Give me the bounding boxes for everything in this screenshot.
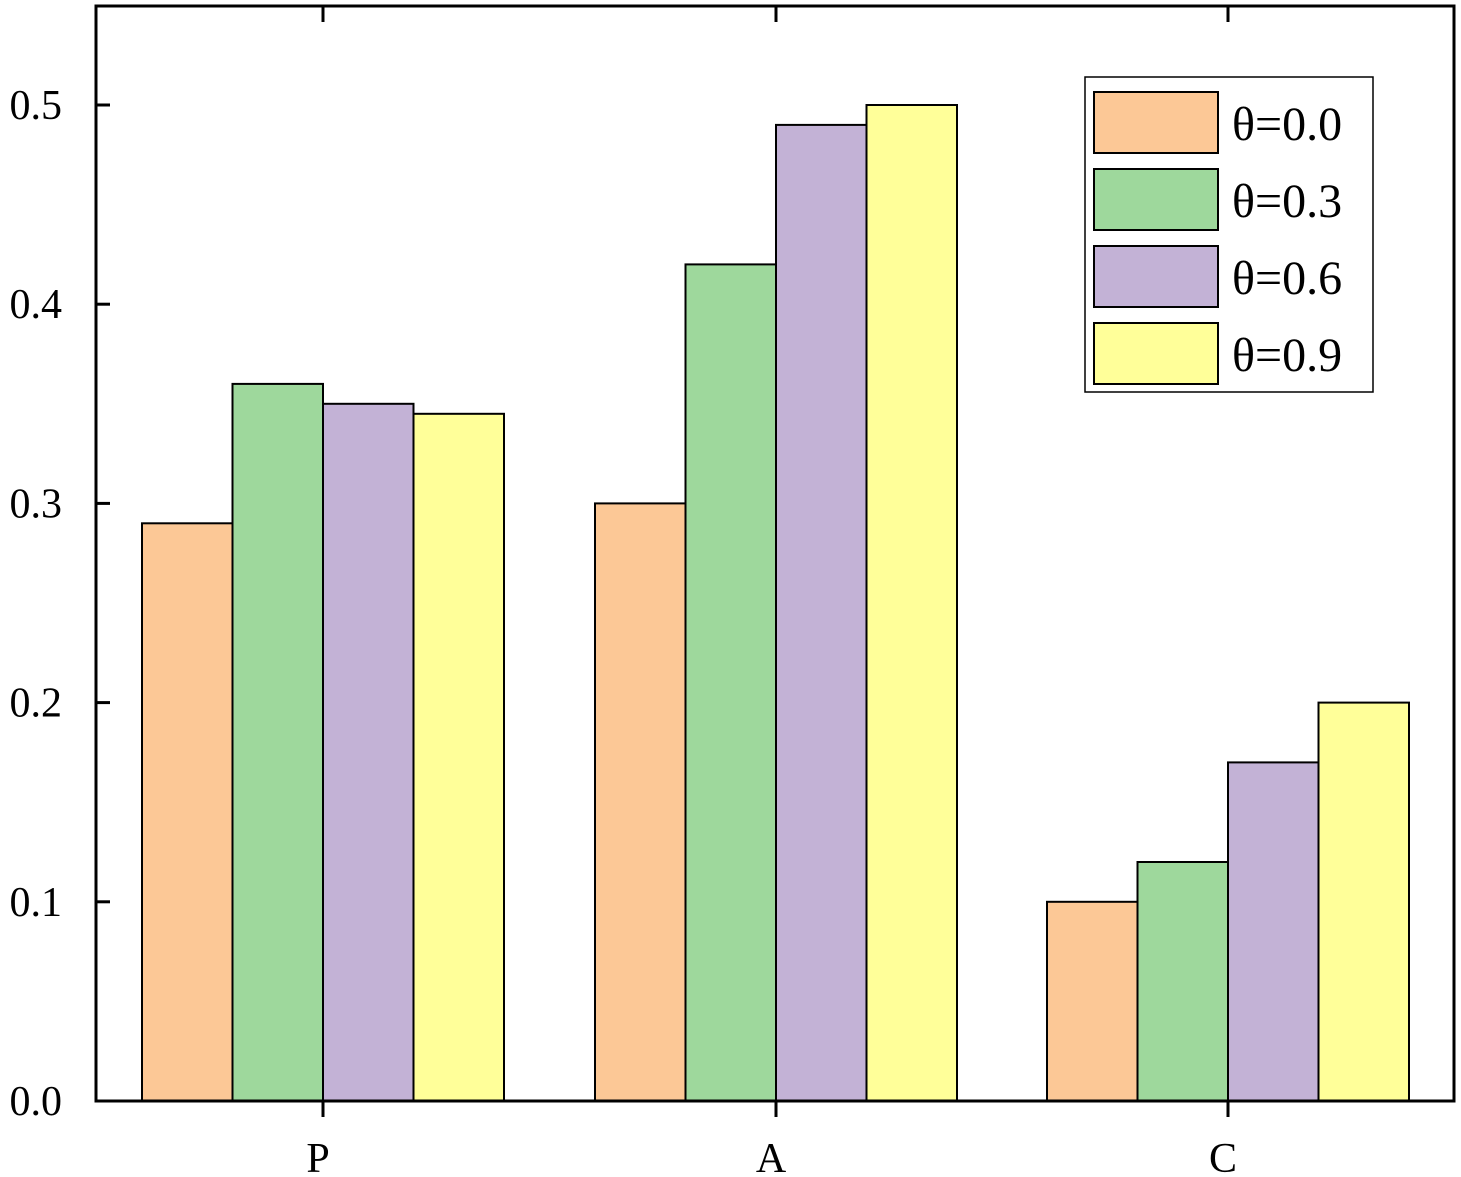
- bar-c-series-3: [1317, 701, 1410, 1102]
- bar-p-series-1: [231, 382, 324, 1102]
- legend: θ=0.0 θ=0.3 θ=0.6 θ=0.9: [1084, 76, 1374, 393]
- y-tick-label: 0.2: [10, 681, 63, 727]
- y-tick-label: 0.4: [10, 282, 63, 328]
- bar-a-series-2: [775, 123, 868, 1102]
- legend-label-0: θ=0.0: [1232, 98, 1342, 151]
- bar-a-series-3: [865, 104, 958, 1102]
- legend-label-2: θ=0.6: [1232, 252, 1342, 305]
- legend-swatch-3: [1093, 322, 1219, 385]
- bars-group: [141, 104, 1410, 1103]
- legend-swatch-0: [1093, 91, 1219, 154]
- bar-p-series-0: [141, 522, 234, 1102]
- y-tick-label: 0.1: [10, 880, 63, 926]
- y-axis-ticks: 0.0 0.1 0.2 0.3 0.4 0.5: [10, 83, 110, 1125]
- bar-c-series-1: [1136, 861, 1229, 1102]
- bar-p-series-2: [322, 402, 415, 1102]
- y-tick-label: 0.5: [10, 83, 63, 129]
- legend-label-3: θ=0.9: [1232, 329, 1342, 382]
- legend-swatch-2: [1093, 245, 1219, 308]
- y-tick-label: 0.0: [10, 1079, 63, 1125]
- x-tick-label-p: P: [306, 1136, 329, 1177]
- x-tick-label-a: A: [756, 1136, 787, 1177]
- bar-c-series-0: [1046, 900, 1139, 1102]
- legend-swatch-1: [1093, 168, 1219, 231]
- x-tick-label-c: C: [1209, 1136, 1237, 1177]
- bar-a-series-0: [594, 502, 687, 1102]
- legend-label-1: θ=0.3: [1232, 175, 1342, 228]
- bar-a-series-1: [684, 263, 777, 1102]
- y-tick-label: 0.3: [10, 481, 63, 527]
- bar-c-series-2: [1227, 761, 1320, 1103]
- bar-p-series-3: [412, 412, 505, 1102]
